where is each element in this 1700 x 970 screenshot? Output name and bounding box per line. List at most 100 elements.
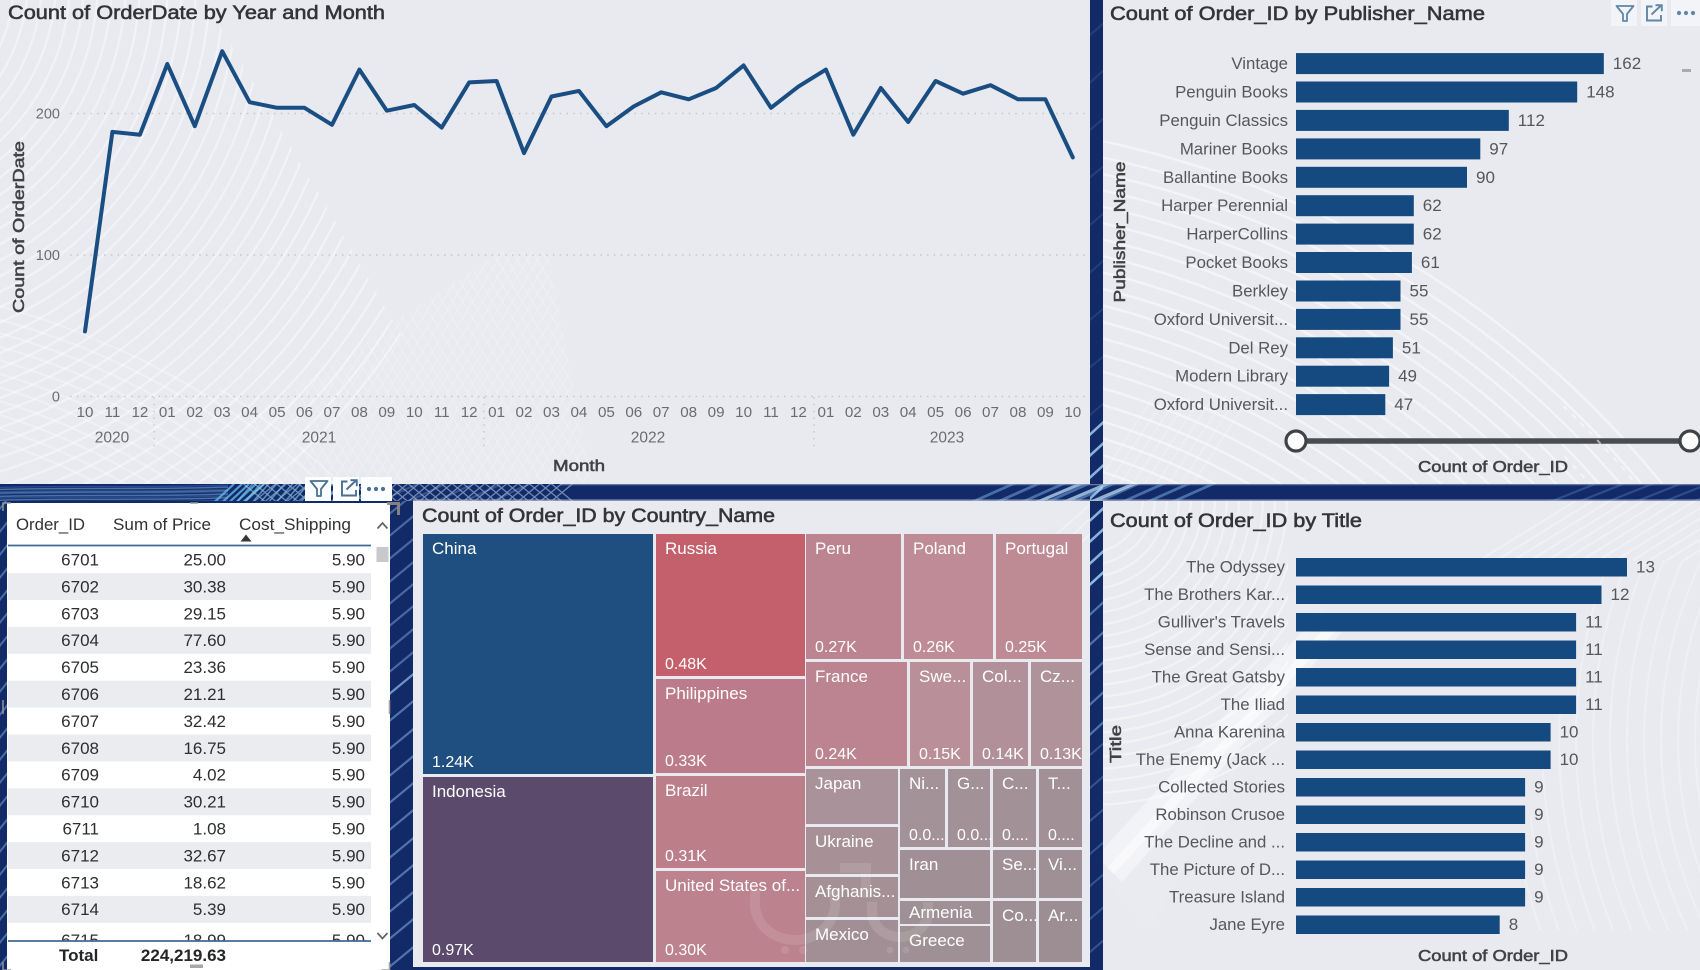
svg-text:Count of Order_ID by Title: Count of Order_ID by Title [1110,511,1362,532]
svg-text:97: 97 [1489,139,1508,158]
svg-text:10: 10 [77,404,94,421]
svg-text:01: 01 [159,404,176,421]
svg-text:The Brothers Kar...: The Brothers Kar... [1144,585,1285,604]
svg-text:09: 09 [1037,404,1054,421]
svg-text:5.90: 5.90 [332,631,365,650]
svg-text:32.67: 32.67 [183,846,226,865]
svg-text:04: 04 [570,404,587,421]
svg-text:Ar...: Ar... [1048,906,1078,925]
svg-text:Ballantine Books: Ballantine Books [1163,168,1288,187]
svg-text:Portugal: Portugal [1005,539,1068,558]
svg-text:Total: Total [59,946,98,965]
svg-text:Sum of Price: Sum of Price [113,515,211,534]
svg-text:06: 06 [296,404,313,421]
svg-text:6713: 6713 [61,873,99,892]
svg-text:Collected Stories: Collected Stories [1158,778,1285,797]
svg-text:2021: 2021 [302,430,336,447]
svg-text:200: 200 [36,107,60,123]
svg-text:09: 09 [378,404,395,421]
svg-text:Vintage: Vintage [1231,54,1288,73]
svg-text:224,219.63: 224,219.63 [141,946,226,965]
svg-text:Modern Library: Modern Library [1175,367,1288,386]
svg-text:5.90: 5.90 [332,931,365,950]
svg-text:100: 100 [36,248,60,264]
svg-text:02: 02 [845,404,862,421]
svg-text:05: 05 [927,404,944,421]
svg-text:5.90: 5.90 [332,577,365,596]
svg-text:Jane Eyre: Jane Eyre [1209,915,1285,934]
svg-text:The Decline and ...: The Decline and ... [1144,833,1285,852]
svg-text:Vi...: Vi... [1048,855,1077,874]
svg-text:01: 01 [488,404,505,421]
svg-text:5.90: 5.90 [332,820,365,839]
svg-text:6709: 6709 [61,766,99,785]
svg-text:18.99: 18.99 [183,931,226,950]
svg-text:11: 11 [434,404,450,421]
svg-text:Armenia: Armenia [909,903,973,922]
svg-text:Ukraine: Ukraine [815,832,874,851]
svg-text:Count of Order_ID by Publisher: Count of Order_ID by Publisher_Name [1110,4,1485,25]
svg-text:6714: 6714 [61,900,99,919]
svg-text:11: 11 [1585,695,1603,714]
svg-text:0....: 0.... [1048,827,1075,844]
svg-text:Robinson Crusoe: Robinson Crusoe [1155,805,1285,824]
svg-text:6702: 6702 [61,577,99,596]
svg-text:62: 62 [1423,196,1442,215]
svg-text:5.90: 5.90 [332,604,365,623]
svg-text:Count of Order_ID: Count of Order_ID [1418,459,1568,476]
svg-text:112: 112 [1518,111,1545,130]
svg-text:10: 10 [735,404,752,421]
svg-text:0.25K: 0.25K [1005,639,1047,656]
svg-text:Publisher_Name: Publisher_Name [1112,161,1129,302]
svg-text:Co...: Co... [1002,906,1038,925]
svg-text:Swe...: Swe... [919,667,966,686]
svg-text:2023: 2023 [930,430,964,447]
svg-text:5.90: 5.90 [332,739,365,758]
svg-text:9: 9 [1534,833,1543,852]
svg-text:C...: C... [1002,774,1028,793]
svg-text:0.13K: 0.13K [1040,746,1082,763]
svg-text:Se...: Se... [1002,855,1037,874]
svg-text:Harper Perennial: Harper Perennial [1161,196,1288,215]
svg-text:30.38: 30.38 [183,577,226,596]
svg-text:12: 12 [1611,585,1630,604]
svg-text:Mariner Books: Mariner Books [1180,139,1288,158]
svg-text:04: 04 [900,404,917,421]
svg-text:18.62: 18.62 [183,873,226,892]
svg-text:30.21: 30.21 [183,793,226,812]
svg-text:55: 55 [1410,282,1429,301]
svg-text:5.90: 5.90 [332,658,365,677]
svg-text:07: 07 [982,404,999,421]
svg-text:Count of Order_ID by Country_N: Count of Order_ID by Country_Name [422,506,775,527]
svg-text:12: 12 [461,404,478,421]
svg-text:10: 10 [1560,723,1579,742]
svg-text:0: 0 [52,390,60,406]
svg-text:9: 9 [1534,805,1543,824]
svg-text:5.90: 5.90 [332,900,365,919]
svg-text:6710: 6710 [61,793,99,812]
svg-text:Col...: Col... [982,667,1022,686]
svg-text:0.14K: 0.14K [982,746,1024,763]
svg-text:5.90: 5.90 [332,685,365,704]
svg-text:12: 12 [790,404,807,421]
svg-text:13: 13 [1636,558,1655,577]
svg-text:8: 8 [1509,915,1518,934]
svg-text:51: 51 [1402,338,1421,357]
svg-text:2022: 2022 [631,430,665,447]
svg-text:6705: 6705 [61,658,99,677]
svg-text:148: 148 [1586,83,1614,102]
svg-text:4.02: 4.02 [193,766,226,785]
svg-text:0....: 0.... [1002,827,1029,844]
svg-text:0.31K: 0.31K [665,848,707,865]
svg-text:5.90: 5.90 [332,551,365,570]
svg-text:0.33K: 0.33K [665,753,707,770]
svg-text:6704: 6704 [61,631,99,650]
svg-text:6708: 6708 [61,739,99,758]
svg-text:Iran: Iran [909,855,938,874]
svg-text:77.60: 77.60 [183,631,226,650]
svg-text:Greece: Greece [909,931,965,950]
svg-text:07: 07 [653,404,670,421]
svg-text:6715: 6715 [61,931,99,950]
svg-text:5.90: 5.90 [332,712,365,731]
svg-text:0.30K: 0.30K [665,942,707,959]
